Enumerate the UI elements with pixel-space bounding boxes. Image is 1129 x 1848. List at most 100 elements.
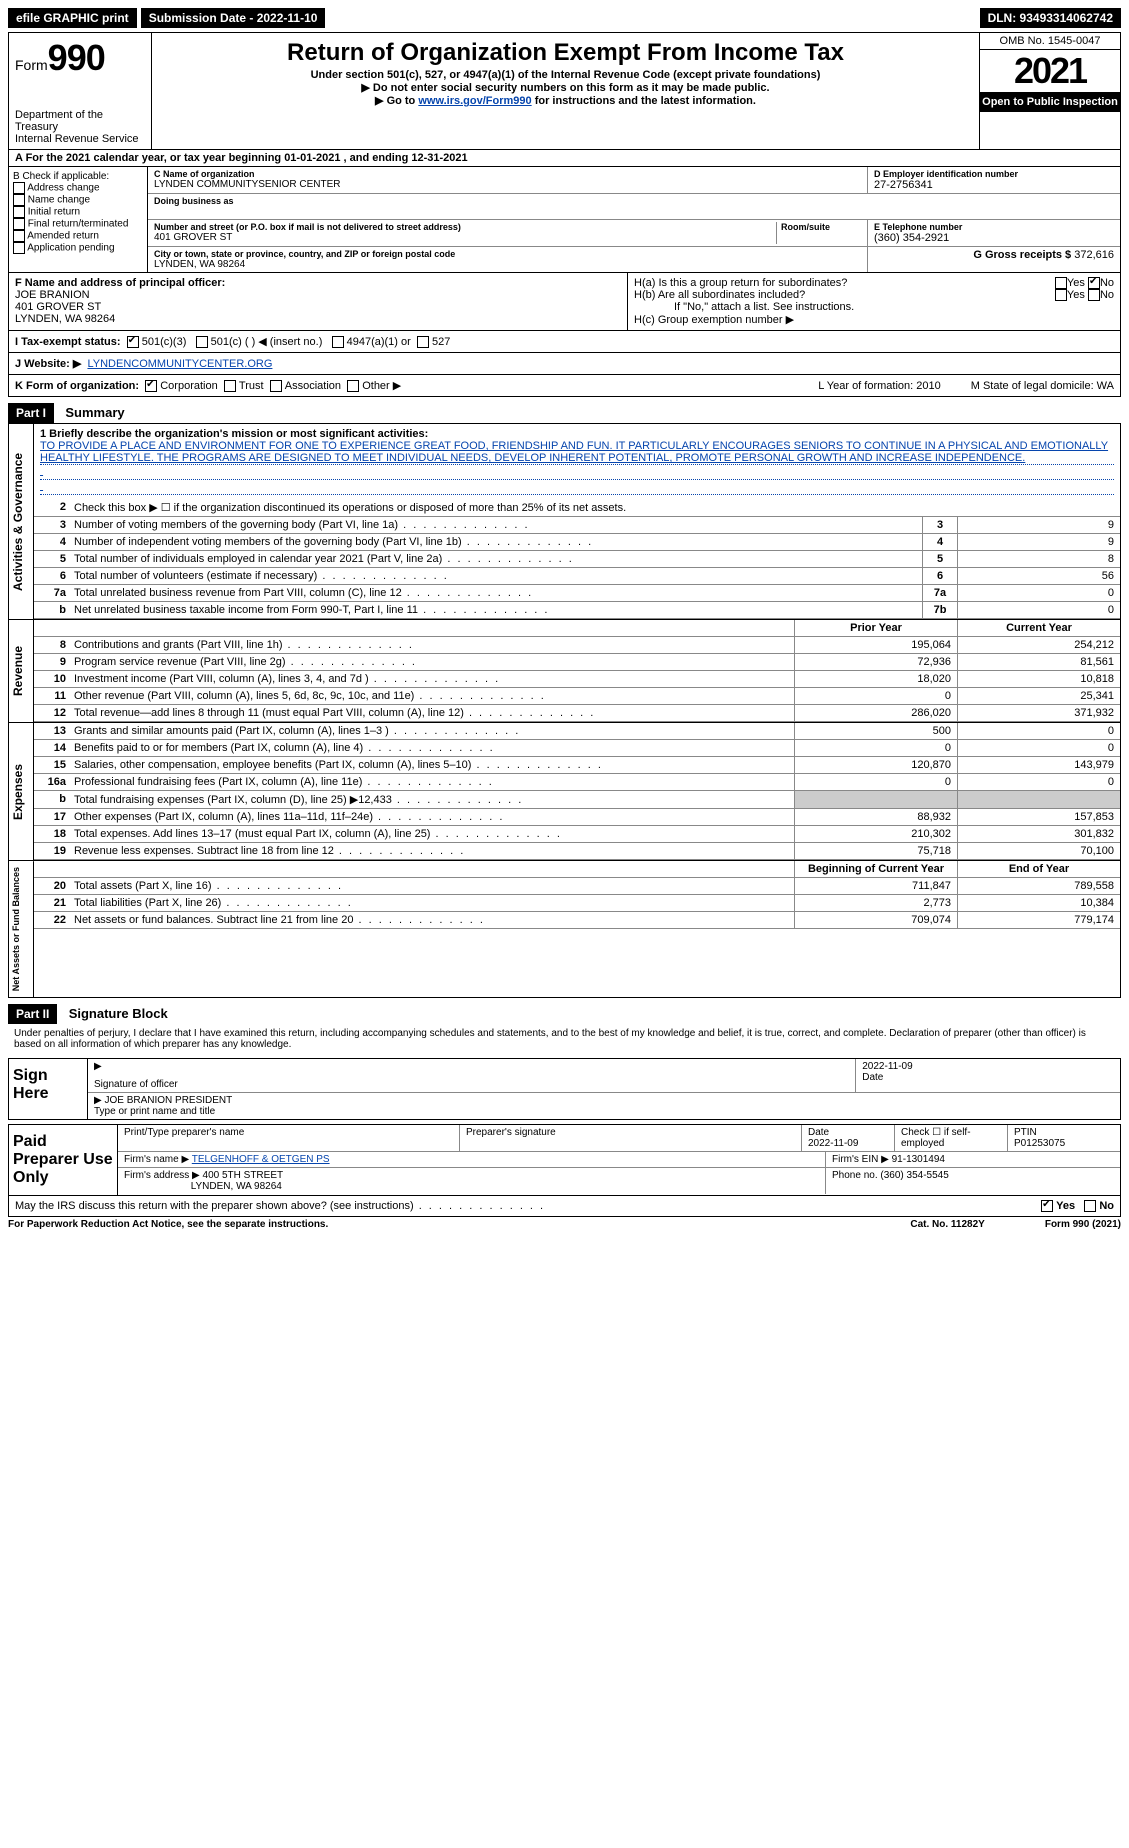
officer-city: LYNDEN, WA 98264 <box>15 313 115 325</box>
gov-row: 3Number of voting members of the governi… <box>34 517 1120 534</box>
self-emp[interactable]: Check ☐ if self-employed <box>895 1125 1008 1151</box>
gov-row: 6Total number of volunteers (estimate if… <box>34 568 1120 585</box>
c-label: C Name of organization <box>154 169 861 179</box>
prep-date: 2022-11-09 <box>808 1138 858 1149</box>
opt-amended[interactable]: Amended return <box>27 231 99 242</box>
gov-row: 4Number of independent voting members of… <box>34 534 1120 551</box>
net-section: Net Assets or Fund Balances Beginning of… <box>8 861 1121 998</box>
sign-here-label: Sign Here <box>9 1059 87 1119</box>
corp-check[interactable] <box>145 380 157 392</box>
sig-name: JOE BRANION PRESIDENT <box>104 1095 232 1106</box>
paid-preparer-block: Paid Preparer Use Only Print/Type prepar… <box>8 1124 1121 1196</box>
table-row: 18Total expenses. Add lines 13–17 (must … <box>34 826 1120 843</box>
box-h: H(a) Is this a group return for subordin… <box>627 273 1120 330</box>
opt-initial[interactable]: Initial return <box>28 207 80 218</box>
submission-date: Submission Date - 2022-11-10 <box>141 8 326 28</box>
line-j: J Website: ▶ LYNDENCOMMUNITYCENTER.ORG <box>8 353 1121 375</box>
topbar: efile GRAPHIC print Submission Date - 20… <box>8 8 1121 28</box>
cat-no: Cat. No. 11282Y <box>910 1219 984 1230</box>
table-row: 16aProfessional fundraising fees (Part I… <box>34 774 1120 791</box>
block-bcdeg: B Check if applicable: Address change Na… <box>8 167 1121 273</box>
gov-row: 2Check this box ▶ ☐ if the organization … <box>34 499 1120 517</box>
block-fh: F Name and address of principal officer:… <box>8 273 1121 331</box>
line-l: L Year of formation: 2010 <box>818 380 941 392</box>
discuss-row: May the IRS discuss this return with the… <box>8 1196 1121 1217</box>
dba-label: Doing business as <box>154 196 862 206</box>
side-gov: Activities & Governance <box>9 424 34 619</box>
discuss-yes[interactable] <box>1041 1200 1053 1212</box>
form-footer: Form 990 (2021) <box>1045 1219 1121 1230</box>
col-headers: Prior Year Current Year <box>34 620 1120 637</box>
form-number: 990 <box>48 37 105 78</box>
form-label: Form990 <box>15 57 105 73</box>
dln: DLN: 93493314062742 <box>980 8 1121 28</box>
open-public: Open to Public Inspection <box>980 92 1120 112</box>
subtitle-3: ▶ Go to www.irs.gov/Form990 for instruct… <box>158 94 973 107</box>
ptin: P01253075 <box>1014 1138 1065 1149</box>
side-rev: Revenue <box>9 620 34 722</box>
firm-name[interactable]: TELGENHOFF & OETGEN PS <box>192 1154 330 1165</box>
line-a: A For the 2021 calendar year, or tax yea… <box>8 150 1121 167</box>
501c3-check[interactable] <box>127 336 139 348</box>
irs-link[interactable]: www.irs.gov/Form990 <box>418 95 531 107</box>
side-exp: Expenses <box>9 723 34 860</box>
part1-header: Part I Summary <box>8 397 1121 423</box>
gross-receipts: 372,616 <box>1074 249 1114 261</box>
opt-address[interactable]: Address change <box>27 183 99 194</box>
paid-label: Paid Preparer Use Only <box>9 1125 117 1195</box>
hc-label: H(c) Group exemption number ▶ <box>634 313 1114 326</box>
rev-section: Revenue Prior Year Current Year 8Contrib… <box>8 620 1121 723</box>
opt-name[interactable]: Name change <box>28 195 90 206</box>
phone-value: (360) 354-2921 <box>874 232 1114 244</box>
table-row: 8Contributions and grants (Part VIII, li… <box>34 637 1120 654</box>
net-col-headers: Beginning of Current Year End of Year <box>34 861 1120 878</box>
table-row: 12Total revenue—add lines 8 through 11 (… <box>34 705 1120 722</box>
gov-row: 5Total number of individuals employed in… <box>34 551 1120 568</box>
omb-number: OMB No. 1545-0047 <box>980 33 1120 50</box>
sig-officer-label: Signature of officer <box>94 1079 849 1090</box>
hb-label: H(b) Are all subordinates included? <box>634 289 1055 301</box>
dept-treasury: Department of the Treasury <box>15 109 145 133</box>
e-label: E Telephone number <box>874 222 1114 232</box>
mission-text: TO PROVIDE A PLACE AND ENVIRONMENT FOR O… <box>40 440 1114 465</box>
subtitle-1: Under section 501(c), 527, or 4947(a)(1)… <box>158 69 973 81</box>
side-net: Net Assets or Fund Balances <box>9 861 34 997</box>
line-klm: K Form of organization: Corporation Trus… <box>8 375 1121 397</box>
firm-ein: 91-1301494 <box>892 1154 945 1165</box>
efile-btn[interactable]: efile GRAPHIC print <box>8 8 137 28</box>
gov-row: bNet unrelated business taxable income f… <box>34 602 1120 619</box>
table-row: 14Benefits paid to or for members (Part … <box>34 740 1120 757</box>
hb-note: If "No," attach a list. See instructions… <box>634 301 1114 313</box>
table-row: 15Salaries, other compensation, employee… <box>34 757 1120 774</box>
table-row: 17Other expenses (Part IX, column (A), l… <box>34 809 1120 826</box>
table-row: 13Grants and similar amounts paid (Part … <box>34 723 1120 740</box>
sign-here-block: Sign Here ▶ Signature of officer 2022-11… <box>8 1058 1121 1120</box>
g-label: G Gross receipts $ <box>973 249 1071 261</box>
ha-no-check[interactable] <box>1088 277 1100 289</box>
table-row: 19Revenue less expenses. Subtract line 1… <box>34 843 1120 860</box>
table-row: 20Total assets (Part X, line 16)711,8477… <box>34 878 1120 895</box>
table-row: 9Program service revenue (Part VIII, lin… <box>34 654 1120 671</box>
city-label: City or town, state or province, country… <box>154 249 861 259</box>
tax-year: 2021 <box>980 50 1120 92</box>
form-title: Return of Organization Exempt From Incom… <box>158 39 973 67</box>
addr-label: Number and street (or P.O. box if mail i… <box>154 222 776 232</box>
gov-section: Activities & Governance 1 Briefly descri… <box>8 423 1121 620</box>
opt-final[interactable]: Final return/terminated <box>28 219 129 230</box>
website-link[interactable]: LYNDENCOMMUNITYCENTER.ORG <box>87 358 272 370</box>
room-label: Room/suite <box>781 222 861 232</box>
subtitle-2: ▶ Do not enter social security numbers o… <box>158 81 973 94</box>
officer-name: JOE BRANION <box>15 289 90 301</box>
box-f: F Name and address of principal officer:… <box>9 273 627 330</box>
paperwork-notice: For Paperwork Reduction Act Notice, see … <box>8 1219 328 1230</box>
exp-section: Expenses 13Grants and similar amounts pa… <box>8 723 1121 861</box>
hdr-left: Form990 Department of the Treasury Inter… <box>9 33 152 149</box>
opt-pending[interactable]: Application pending <box>27 243 114 254</box>
part2-header: Part II Signature Block <box>8 998 1121 1024</box>
org-name: LYNDEN COMMUNITYSENIOR CENTER <box>154 179 861 190</box>
firm-city: LYNDEN, WA 98264 <box>191 1181 282 1192</box>
line-i: I Tax-exempt status: 501(c)(3) 501(c) ( … <box>8 331 1121 353</box>
table-row: 11Other revenue (Part VIII, column (A), … <box>34 688 1120 705</box>
d-label: D Employer identification number <box>874 169 1114 179</box>
sig-date: 2022-11-09 <box>862 1061 1114 1072</box>
